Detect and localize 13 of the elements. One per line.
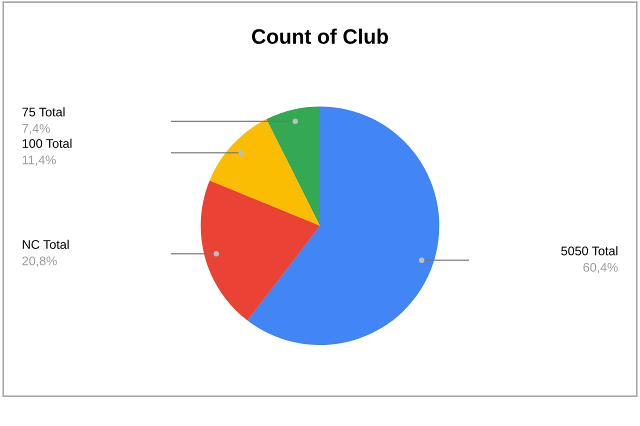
- slice-label: NC Total: [22, 240, 69, 249]
- slice-label: 5050 Total: [561, 246, 618, 256]
- slice-label: 75 Total: [22, 107, 65, 116]
- pie-slice: [247, 106, 440, 346]
- slice-label: 100 Total: [22, 138, 72, 148]
- pie-slice: [266, 106, 320, 226]
- data-label: 7,4%: [22, 124, 50, 134]
- pie-slice: [200, 180, 320, 320]
- data-label: 11,4%: [22, 156, 56, 166]
- chart-title: Count of Club: [252, 28, 388, 44]
- data-label: 60,4%: [583, 262, 618, 274]
- data-label: 20,8%: [22, 256, 57, 267]
- pie-slice: [210, 119, 320, 226]
